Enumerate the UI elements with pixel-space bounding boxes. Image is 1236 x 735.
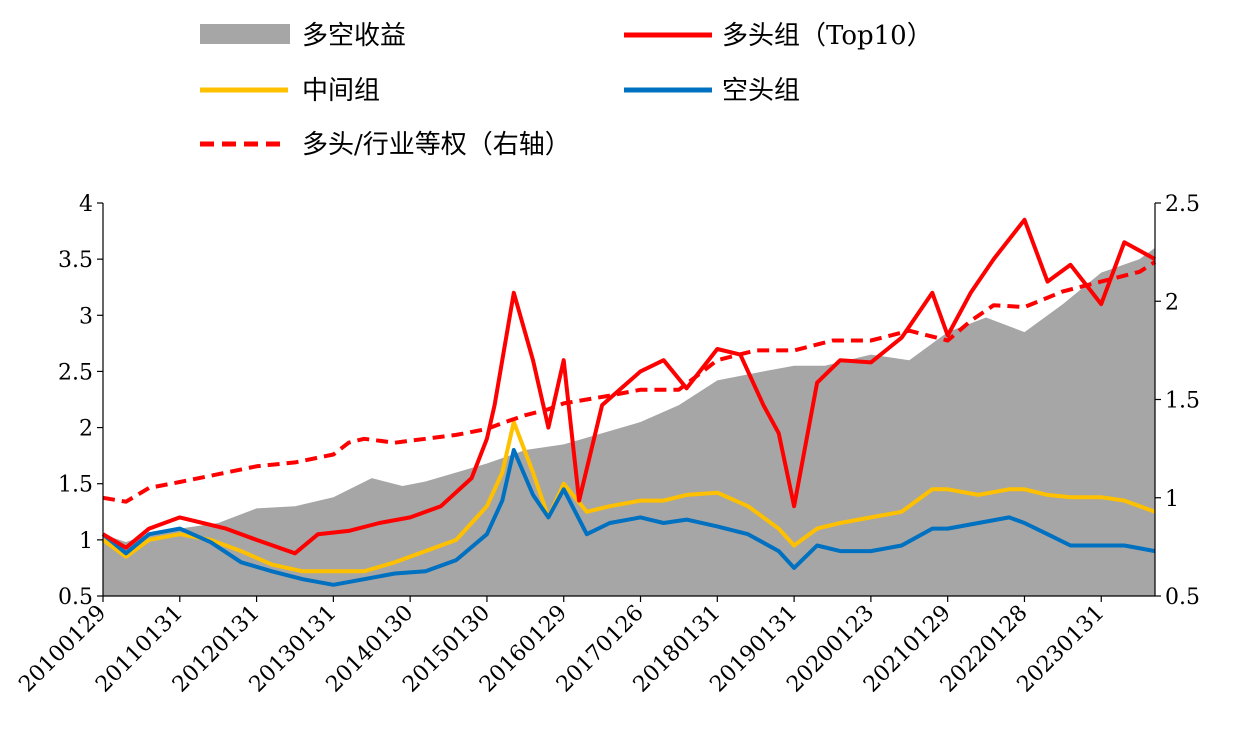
legend-label-ratio: 多头/行业等权（右轴） xyxy=(302,130,571,160)
series-short-line xyxy=(101,448,1156,587)
y-right-tick-label: 1.5 xyxy=(1165,389,1200,414)
y-left-tick-label: 2 xyxy=(79,417,93,442)
plot-area xyxy=(101,217,1157,596)
legend-label-short: 空头组 xyxy=(722,76,800,106)
y-right-tick-label: 1 xyxy=(1165,487,1179,512)
legend-label-top: 多头组（Top10） xyxy=(722,21,933,51)
axes: 0.511.522.533.540.511.522.52010012920110… xyxy=(14,192,1200,697)
y-left-tick-label: 3.5 xyxy=(58,248,93,273)
series-ratio-line xyxy=(102,260,1157,504)
y-right-tick-label: 2.5 xyxy=(1165,192,1200,217)
y-left-tick-label: 1.5 xyxy=(58,473,93,498)
y-left-tick-label: 3 xyxy=(79,304,93,329)
legend-swatch-spread xyxy=(200,24,290,44)
y-left-tick-label: 4 xyxy=(79,192,93,217)
legend-label-spread: 多空收益 xyxy=(302,21,406,51)
y-right-tick-label: 2 xyxy=(1165,290,1179,315)
y-left-tick-label: 0.5 xyxy=(58,585,93,610)
series-spread-area xyxy=(103,247,1155,596)
y-left-tick-label: 2.5 xyxy=(58,360,93,385)
y-right-tick-label: 0.5 xyxy=(1165,585,1200,610)
legend-label-mid: 中间组 xyxy=(302,76,380,106)
legend: 多空收益 多头组（Top10） 中间组 空头组 多头/行业等权（右轴） xyxy=(200,21,933,160)
series-top-line xyxy=(101,217,1156,556)
series-mid-line xyxy=(101,420,1156,574)
y-left-tick-label: 1 xyxy=(79,529,93,554)
